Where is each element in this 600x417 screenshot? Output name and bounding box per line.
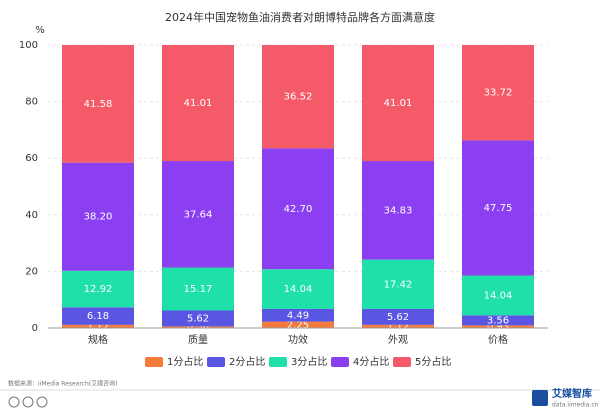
data-label: 38.20 [84,212,113,223]
legend-label: 4分占比 [353,355,389,368]
bar-segment [362,324,434,328]
y-tick-label: 20 [25,266,38,277]
data-label: 3.56 [487,315,509,326]
bar-segment [162,161,234,268]
data-label: 47.75 [484,203,513,214]
x-tick-label: 价格 [488,333,508,346]
y-tick-label: 100 [19,40,38,51]
footer-source: 数据来源：iiMedia Research(艾媒咨询) [8,380,117,388]
legend-swatch [331,357,349,367]
data-label: 6.18 [87,311,109,322]
bar-segment [62,45,134,163]
data-label: 5.62 [187,313,209,324]
bar-segment [62,270,134,308]
license-icons [8,396,48,408]
data-label: 34.83 [384,205,413,216]
bar-segment [462,315,534,326]
bar-segment [162,326,234,328]
data-label: 4.49 [287,310,309,321]
data-label: 1.12 [387,321,409,332]
data-label: 41.58 [84,99,113,110]
y-unit: % [35,25,45,36]
chart-title: 2024年中国宠物鱼油消费者对朗博特品牌各方面满意度 [165,10,435,24]
bar-segment [262,269,334,309]
bar-segment [462,45,534,141]
x-tick-label: 外观 [388,334,408,346]
bar-segment [462,275,534,316]
bar-segment [362,45,434,162]
bar-segment [262,321,334,328]
data-label: 36.52 [284,92,313,103]
legend-swatch [269,357,287,367]
data-label: 42.70 [284,204,313,215]
bar-segment [162,45,234,162]
data-label: 1.12 [87,321,109,332]
bar-segment [362,161,434,260]
bar-segment [462,325,534,328]
data-label: 14.04 [484,290,513,301]
data-label: 15.17 [184,284,213,295]
data-label: 41.01 [384,98,413,109]
legend-swatch [393,357,411,367]
legend-label: 3分占比 [291,355,327,368]
y-tick-label: 60 [25,153,38,164]
data-label: 41.01 [184,98,213,109]
bar-segment [162,310,234,327]
legend-swatch [207,357,225,367]
data-label: 12.92 [84,284,113,295]
bar-segment [162,267,234,311]
data-label: 0.93 [487,322,509,333]
y-tick-label: 40 [25,210,38,221]
data-label: 37.64 [184,209,213,220]
bar-segment [262,308,334,322]
data-label: 2.25 [287,320,309,331]
brand-logo [532,390,548,406]
bar-segment [262,148,334,270]
x-tick-label: 规格 [88,333,108,346]
data-label: 14.04 [284,284,313,295]
legend-swatch [145,357,163,367]
bar-segment [62,307,134,325]
x-tick-label: 功效 [288,333,308,346]
bar-segment [62,324,134,328]
bar-segment [362,308,434,325]
y-tick-label: 80 [25,97,38,108]
brand-url: data.iimedia.cn [552,402,599,409]
legend-label: 5分占比 [415,355,451,368]
bar-segment [262,45,334,149]
data-label: 33.72 [484,88,513,99]
brand-name: 艾媒智库 [552,387,592,400]
x-tick-label: 质量 [188,334,208,346]
bar-segment [362,259,434,309]
data-label: 17.42 [384,279,413,290]
legend-label: 2分占比 [229,355,265,368]
y-tick-label: 0 [32,323,38,334]
bar-segment [62,162,134,271]
data-label: 5.62 [387,312,409,323]
bar-segment [462,140,534,276]
legend-label: 1分占比 [167,355,203,368]
